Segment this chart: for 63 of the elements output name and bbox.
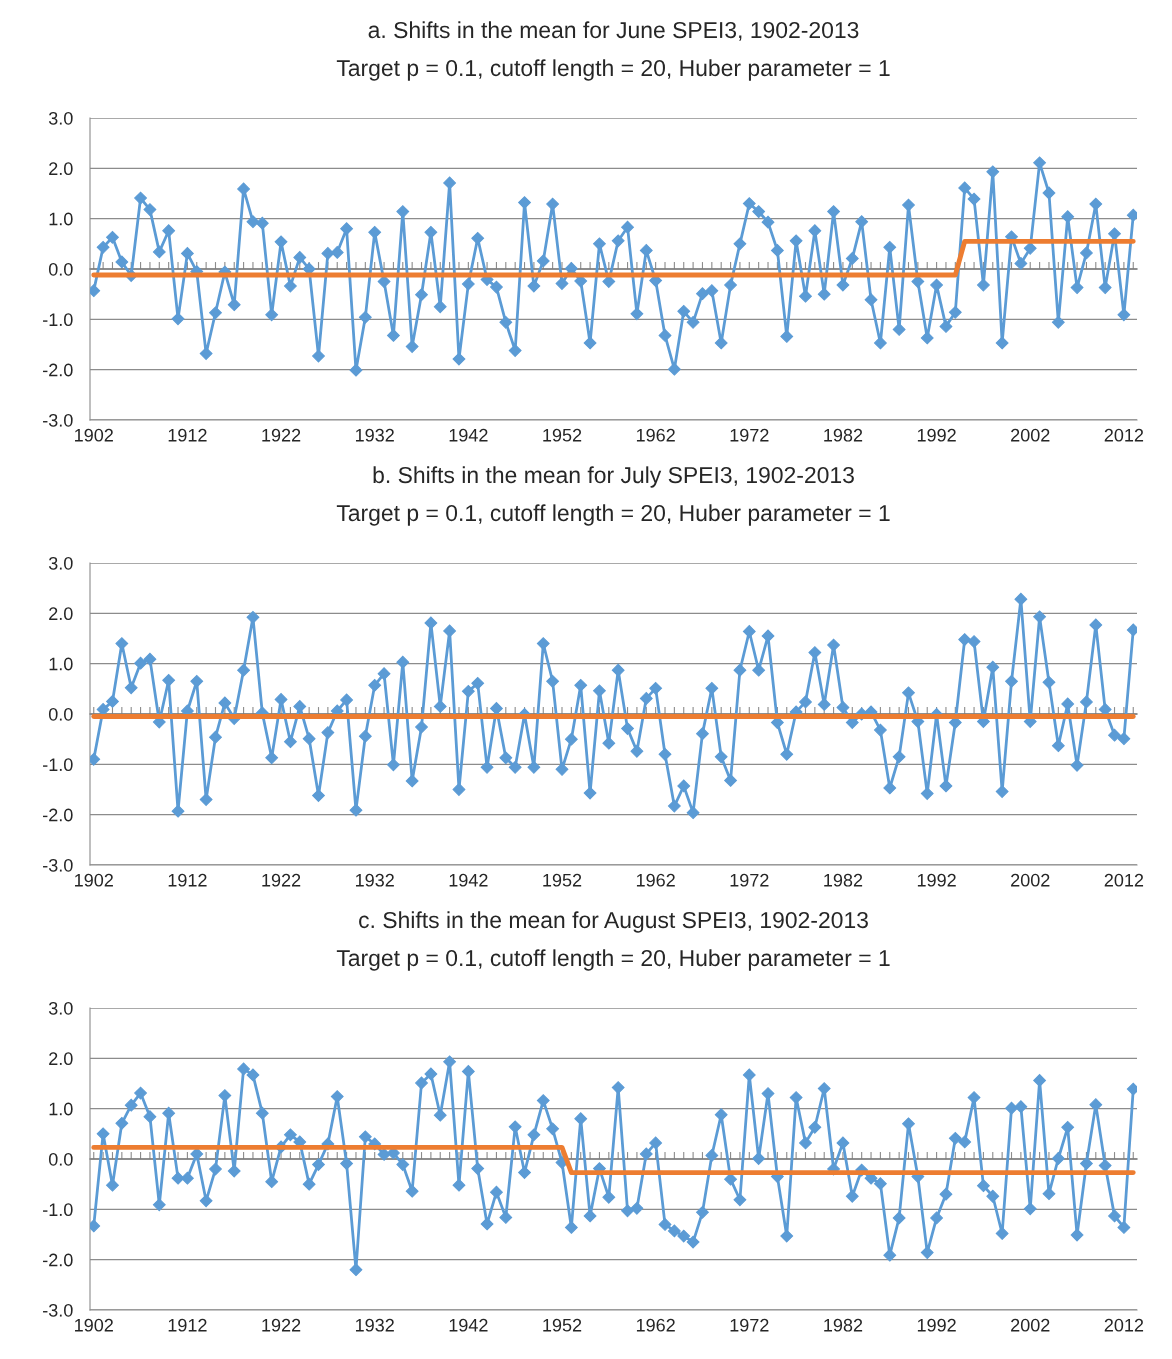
x-tick-label: 1952	[543, 428, 582, 442]
x-tick-label: 1992	[917, 873, 956, 887]
y-tick-label: -1.0	[43, 1203, 73, 1217]
x-tick-label: 2002	[1011, 428, 1050, 442]
y-tick-label: -2.0	[43, 1253, 73, 1267]
y-tick-label: 1.0	[49, 657, 73, 671]
chart-subtitle: Target p = 0.1, cutoff length = 20, Huber parameter = 1	[336, 504, 890, 526]
x-tick-label: 1992	[917, 1318, 956, 1332]
x-tick-label: 1972	[730, 873, 769, 887]
y-tick-label: 0.0	[48, 707, 73, 721]
x-tick-label: 1952	[543, 873, 582, 887]
x-tick-label: 1992	[917, 428, 956, 442]
x-tick-label: 2012	[1104, 1318, 1144, 1332]
x-tick-label: 2012	[1104, 428, 1144, 442]
y-tick-label: 2.0	[49, 607, 73, 621]
x-tick-label: 1942	[449, 873, 488, 887]
y-tick-label: 3.0	[48, 1001, 73, 1015]
x-tick-label: 1922	[262, 873, 301, 887]
x-tick-label: 2002	[1011, 1318, 1050, 1332]
x-tick-label: 1922	[262, 1318, 301, 1332]
y-tick-label: -2.0	[43, 808, 73, 822]
x-tick-label: 1942	[449, 1318, 488, 1332]
y-tick-label: -2.0	[43, 363, 73, 377]
chart-title: a. Shifts in the mean for June SPEI3, 1902-2013	[368, 21, 859, 41]
y-tick-label: -1.0	[43, 313, 73, 327]
x-tick-label: 1982	[824, 1318, 863, 1332]
x-tick-label: 1902	[75, 1318, 113, 1332]
chart-title: c. Shifts in the mean for August SPEI3, 1902-2013	[359, 911, 868, 933]
y-tick-label: -3.0	[43, 858, 73, 872]
x-tick-label: 1912	[168, 428, 207, 442]
y-tick-label: -3.0	[43, 413, 73, 427]
chart-title: b. Shifts in the mean for July SPEI3, 1902-2013	[373, 466, 854, 488]
x-tick-label: 1912	[168, 873, 207, 887]
y-tick-label: 2.0	[49, 1052, 73, 1066]
y-tick-label: 3.0	[48, 556, 73, 570]
y-tick-label: 1.0	[49, 212, 73, 226]
y-tick-label: 1.0	[49, 1102, 73, 1116]
y-tick-label: 0.0	[48, 1152, 73, 1166]
x-tick-label: 1962	[636, 428, 675, 442]
y-tick-label: 0.0	[48, 262, 73, 276]
x-tick-label: 1932	[355, 428, 394, 442]
x-tick-label: 2012	[1104, 873, 1144, 887]
x-tick-label: 1932	[355, 873, 394, 887]
x-tick-label: 1942	[449, 428, 488, 442]
y-tick-label: 3.0	[48, 111, 73, 125]
x-tick-label: 1952	[543, 1318, 582, 1332]
x-tick-label: 1932	[355, 1318, 394, 1332]
x-tick-label: 2002	[1011, 873, 1050, 887]
x-tick-label: 1982	[824, 873, 863, 887]
y-tick-label: -1.0	[43, 758, 73, 772]
x-tick-label: 1902	[75, 428, 113, 442]
x-tick-label: 1962	[636, 1318, 675, 1332]
x-tick-label: 1902	[75, 873, 113, 887]
x-tick-label: 1972	[730, 428, 769, 442]
y-tick-label: 2.0	[49, 162, 73, 176]
chart-subtitle: Target p = 0.1, cutoff length = 20, Huber parameter = 1	[336, 949, 890, 971]
x-tick-label: 1962	[636, 873, 675, 887]
x-tick-label: 1922	[262, 428, 301, 442]
x-tick-label: 1912	[168, 1318, 207, 1332]
chart-subtitle: Target p = 0.1, cutoff length = 20, Huber parameter = 1	[336, 59, 890, 81]
x-tick-label: 1972	[730, 1318, 769, 1332]
x-tick-label: 1982	[824, 428, 863, 442]
y-tick-label: -3.0	[43, 1303, 73, 1317]
